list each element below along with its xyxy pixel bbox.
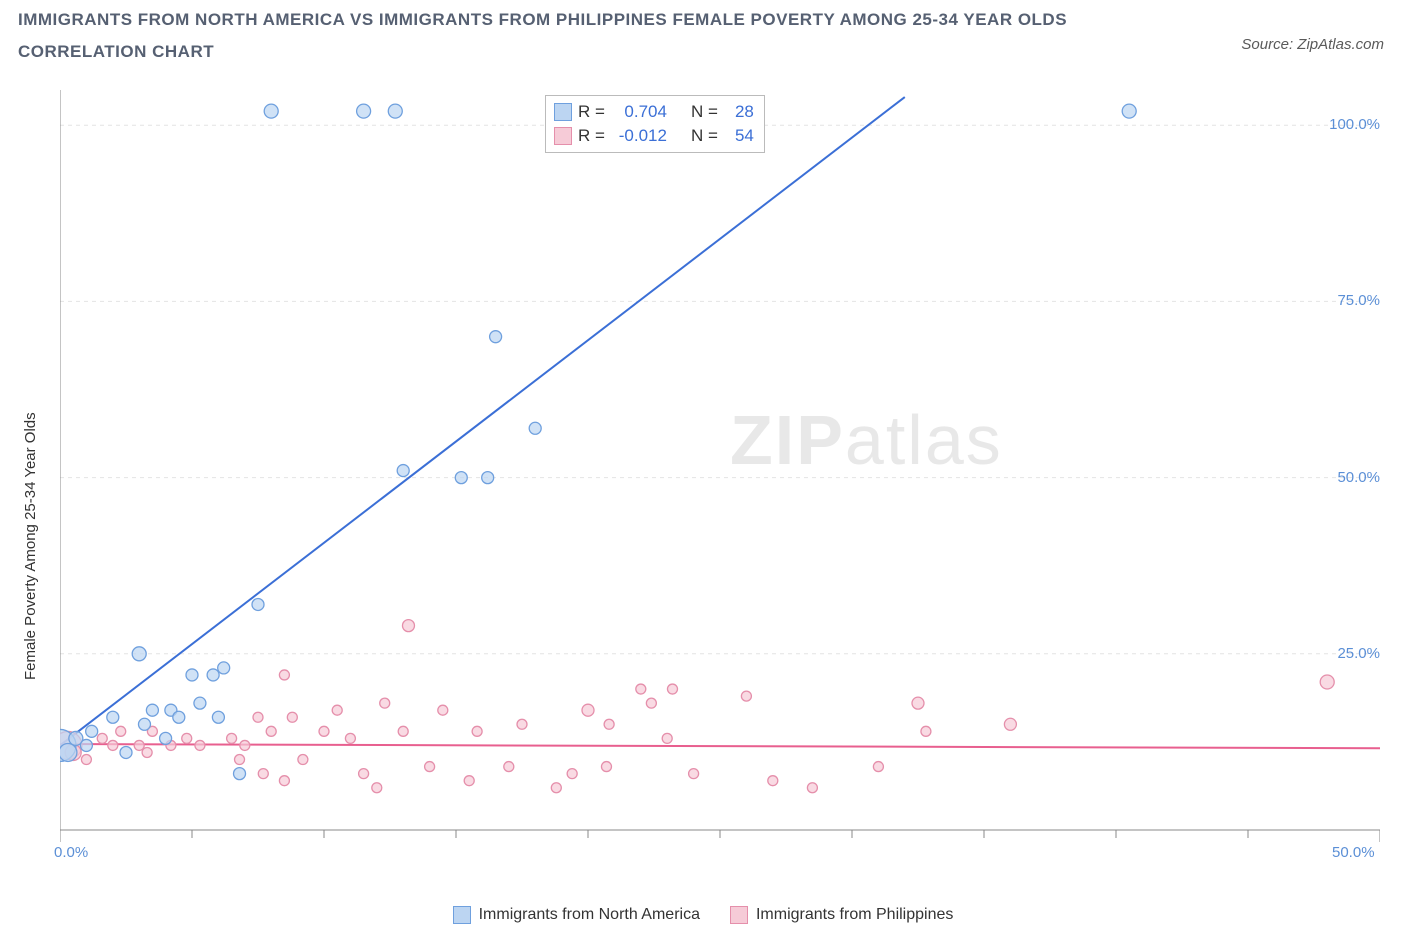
r-label: R = <box>578 100 605 124</box>
legend-label: Immigrants from Philippines <box>756 906 953 924</box>
legend-stat-row: R =-0.012 N =54 <box>554 124 754 148</box>
legend-item: Immigrants from Philippines <box>730 906 953 924</box>
title-line-2: CORRELATION CHART <box>18 42 1067 62</box>
x-tick-label: 50.0% <box>1332 844 1375 861</box>
legend-swatch <box>453 906 471 924</box>
legend-stat-row: R =0.704 N =28 <box>554 100 754 124</box>
chart-title: IMMIGRANTS FROM NORTH AMERICA VS IMMIGRA… <box>18 10 1067 74</box>
y-tick-label: 75.0% <box>1320 292 1380 309</box>
source-name: ZipAtlas.com <box>1297 36 1384 53</box>
legend-item: Immigrants from North America <box>453 906 700 924</box>
title-line-1: IMMIGRANTS FROM NORTH AMERICA VS IMMIGRA… <box>18 10 1067 30</box>
x-tick-label: 0.0% <box>54 844 88 861</box>
y-tick-label: 100.0% <box>1320 116 1380 133</box>
n-value: 54 <box>724 124 754 148</box>
source-prefix: Source: <box>1241 36 1293 53</box>
legend-label: Immigrants from North America <box>479 906 700 924</box>
y-tick-label: 50.0% <box>1320 469 1380 486</box>
n-value: 28 <box>724 100 754 124</box>
correlation-legend: R =0.704 N =28 R =-0.012 N =54 <box>545 95 765 153</box>
legend-swatch <box>730 906 748 924</box>
series-legend: Immigrants from North America Immigrants … <box>0 906 1406 924</box>
n-label: N = <box>691 100 718 124</box>
r-value: -0.012 <box>611 124 667 148</box>
r-value: 0.704 <box>611 100 667 124</box>
legend-swatch <box>554 127 572 145</box>
y-axis-label: Female Poverty Among 25-34 Year Olds <box>22 412 39 680</box>
n-label: N = <box>691 124 718 148</box>
source-attribution: Source: ZipAtlas.com <box>1241 36 1384 53</box>
scatter-chart <box>60 90 1380 860</box>
y-tick-label: 25.0% <box>1320 645 1380 662</box>
r-label: R = <box>578 124 605 148</box>
legend-swatch <box>554 103 572 121</box>
